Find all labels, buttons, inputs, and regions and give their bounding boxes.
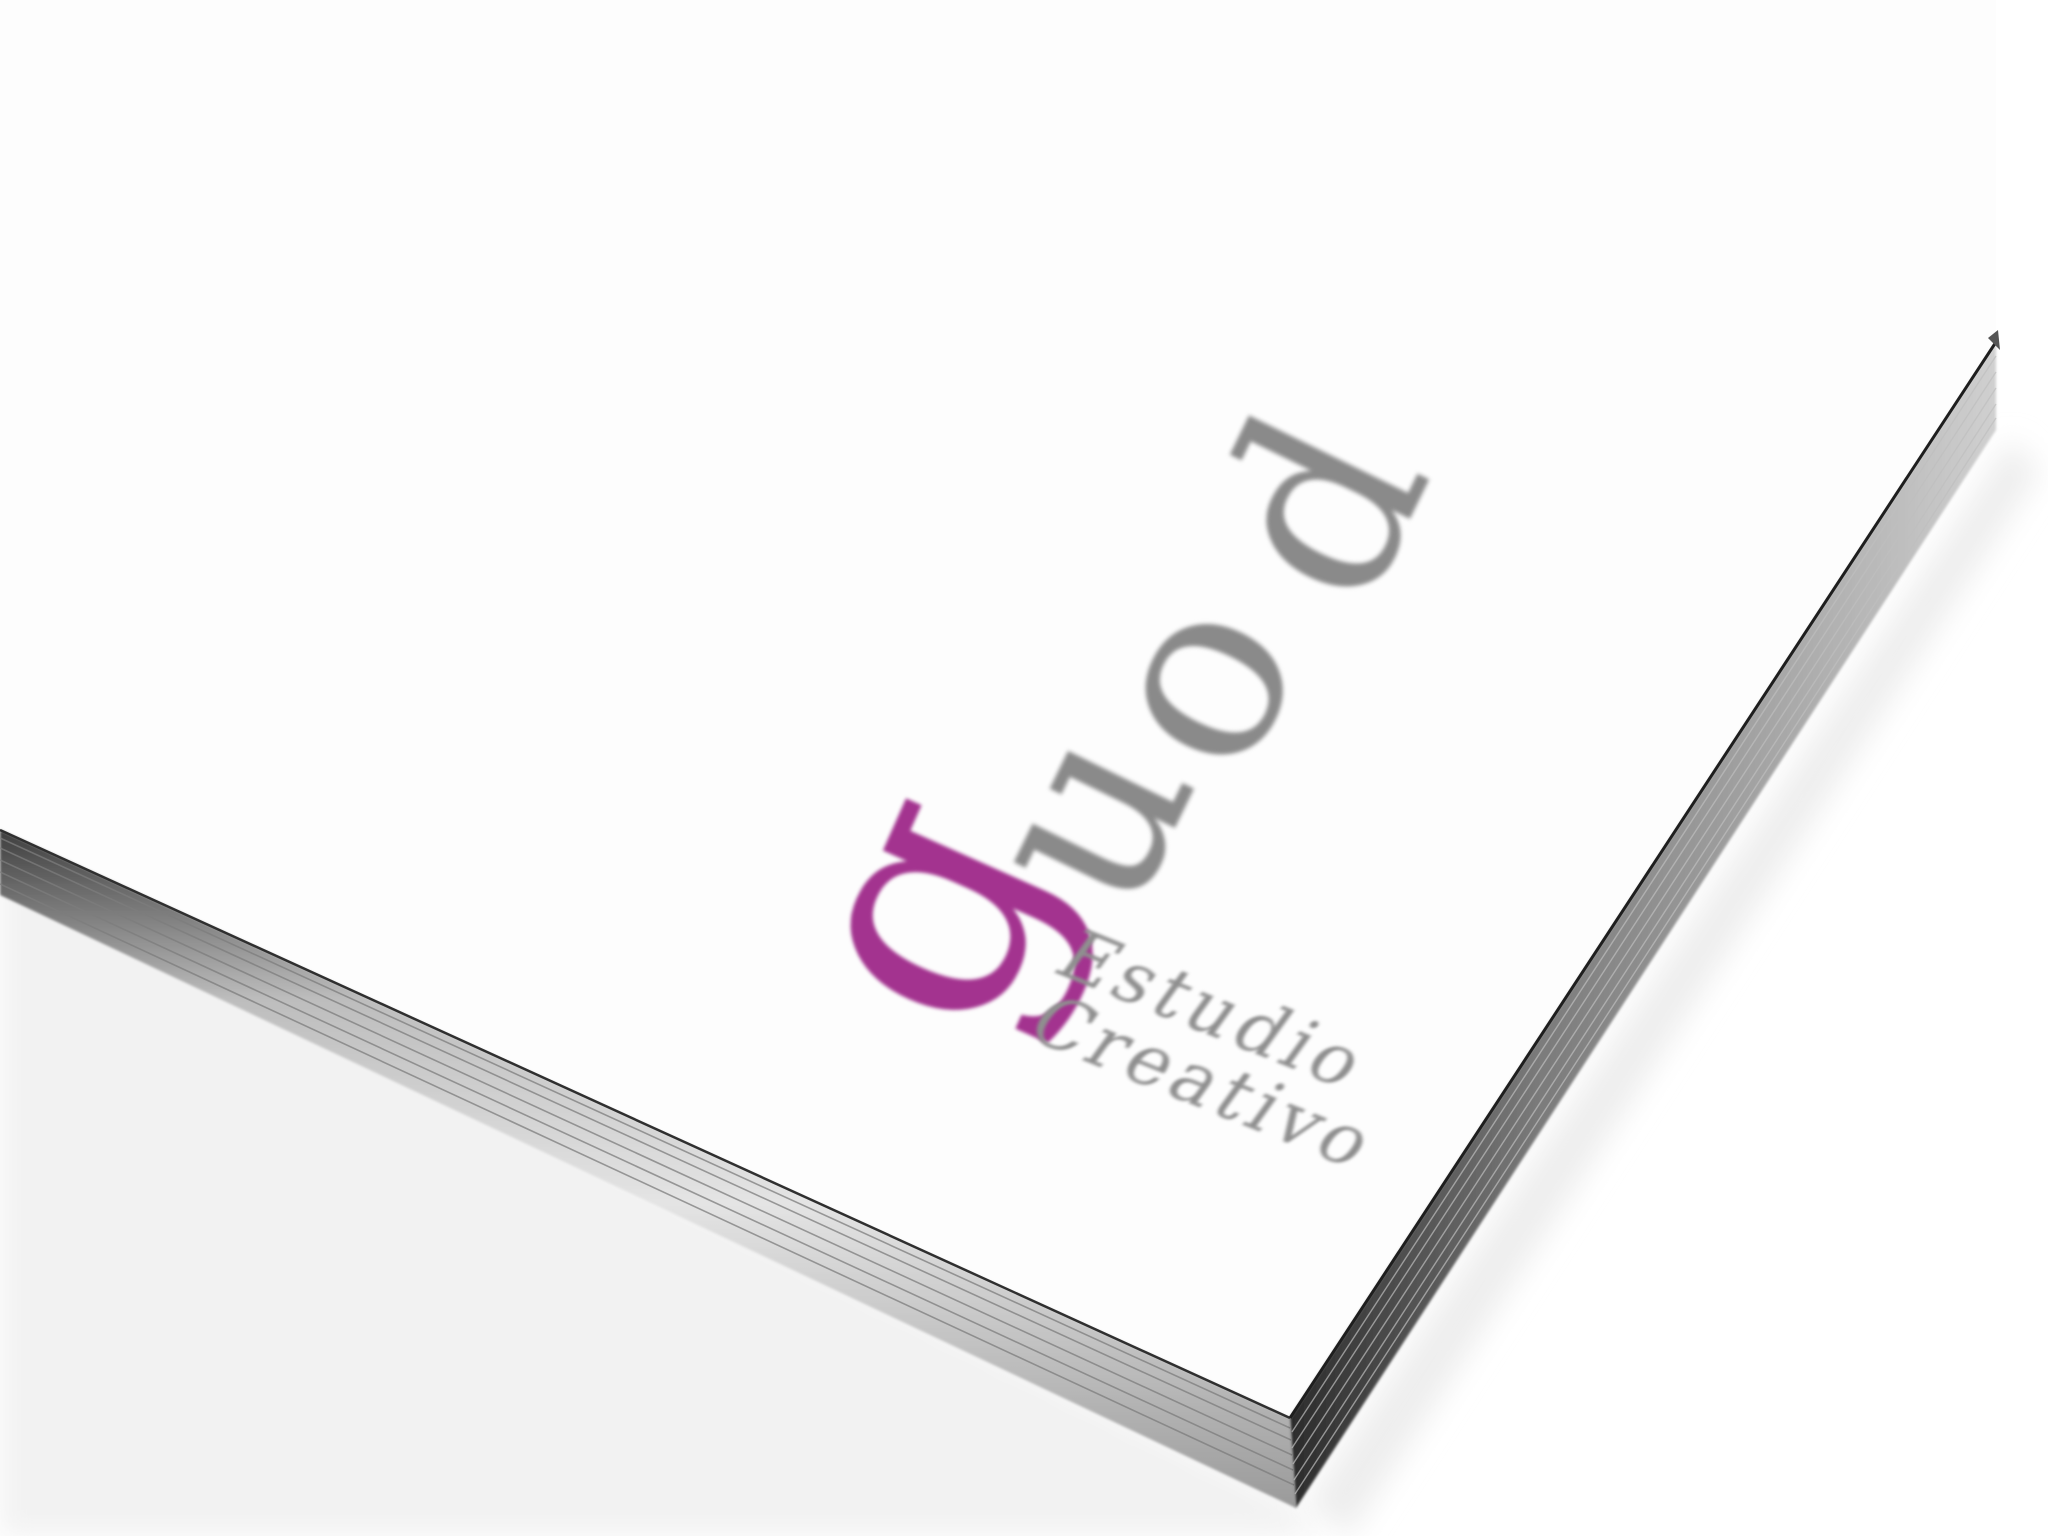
card-edge-right-layers [1291,355,1997,1495]
card-edge-front-topline [0,828,1291,1420]
card-face [0,0,1996,1418]
card-corner-notch [1988,330,2000,350]
card-edge-right-topline [1288,341,1998,1419]
card-shadow-right [1305,440,2040,1536]
card-edge-front-layers [0,837,1295,1486]
card-edge-front [0,830,1296,1508]
